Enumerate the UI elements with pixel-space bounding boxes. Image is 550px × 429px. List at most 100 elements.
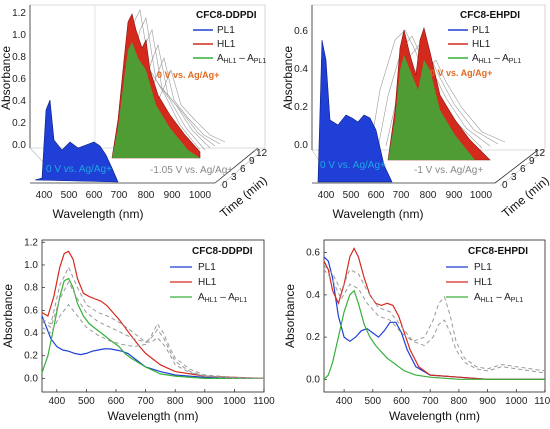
x-tick-label: 500 xyxy=(78,396,95,407)
legend-label-mid: – A xyxy=(218,292,236,303)
annotation-blue: 0 V vs. Ag/Ag+ xyxy=(320,160,386,171)
legend-label-sub: PL1 xyxy=(235,297,248,304)
legend-label: HL1 xyxy=(198,277,217,288)
time-tick: 6 xyxy=(520,164,526,175)
x-tick-label: 600 xyxy=(393,396,410,407)
y-ticks: 1.2 1.0 0.8 0.6 0.4 0.2 0.0 xyxy=(12,8,26,151)
legend-label: AHL1 – APL1 xyxy=(474,292,523,304)
x-tick: 1000 xyxy=(189,190,212,201)
plot-frame xyxy=(323,239,546,393)
x-tick: 700 xyxy=(393,190,410,201)
series-line-intermediate xyxy=(323,269,546,372)
y-tick-label: 0.4 xyxy=(306,290,320,301)
legend-label-sub: HL1 xyxy=(205,297,218,304)
x-tick-label: 700 xyxy=(422,396,439,407)
legend-label: PL1 xyxy=(474,262,492,273)
y-tick: 0.2 xyxy=(294,102,308,113)
y-tick: 1.2 xyxy=(12,8,26,19)
legend-label: HL1 xyxy=(472,39,491,50)
y-axis-label: Absorbance xyxy=(281,46,295,110)
time-ticks: 0 3 6 9 12 xyxy=(502,148,546,191)
time-tick: 3 xyxy=(231,172,237,183)
series-line-hl1 xyxy=(41,250,265,379)
difference-area xyxy=(388,55,475,160)
x-tick-label: 400 xyxy=(336,396,353,407)
y-tick: 0.8 xyxy=(12,52,26,63)
x-axis-label: Wavelength (nm) xyxy=(53,207,144,221)
legend-label-main: A xyxy=(198,292,205,303)
x-tick: 900 xyxy=(446,190,463,201)
x-tick: 400 xyxy=(36,190,53,201)
legend-label: PL1 xyxy=(472,25,490,36)
x-tick: 800 xyxy=(138,190,155,201)
series-line-pl1 xyxy=(323,256,545,380)
legend-label-main: A xyxy=(472,53,479,64)
legend-label-main: PL1 xyxy=(474,262,492,273)
time-axis-line xyxy=(214,147,259,184)
y-tick: 0.6 xyxy=(294,26,308,37)
legend-label-sub: PL1 xyxy=(511,297,524,304)
y-axis-label: Absorbance xyxy=(1,284,15,348)
series-line-hl1 xyxy=(323,247,545,380)
panel-title: CFC8-EHPDI xyxy=(460,10,520,21)
x-ticks: 400 500 600 700 800 900 1000 xyxy=(36,190,212,201)
x-tick: 600 xyxy=(368,190,385,201)
difference-area xyxy=(112,42,200,158)
legend-label: HL1 xyxy=(217,39,236,50)
x-tick-label: 900 xyxy=(196,396,213,407)
panel-3d-ddpdi: 1.2 1.0 0.8 0.6 0.4 0.2 0.0 400 500 600 … xyxy=(0,4,270,221)
series-line-intermediate xyxy=(41,280,265,379)
x-tick: 700 xyxy=(111,190,128,201)
y-tick-label: 0.0 xyxy=(306,374,320,385)
x-tick-label: 1000 xyxy=(223,396,246,407)
x-tick-label: 1000 xyxy=(505,396,528,407)
x-tick: 1000 xyxy=(470,190,493,201)
x-axis-label: Wavelength (nm) xyxy=(389,409,480,423)
x-tick: 500 xyxy=(343,190,360,201)
x-ticks: 400 500 600 700 800 900 1000 xyxy=(318,190,493,201)
y-ticks: 0.6 0.4 0.2 0.0 xyxy=(294,26,308,151)
annotation-red: -1 V vs. Ag/Ag+ xyxy=(414,165,483,176)
y-tick-label: 0.2 xyxy=(24,351,38,362)
x-tick-label: 1100 xyxy=(253,396,275,407)
right-floor-edge xyxy=(499,149,546,187)
time-tick: 3 xyxy=(511,172,517,183)
legend-label-sub: PL1 xyxy=(254,58,267,65)
y-tick-label: 0.2 xyxy=(306,332,320,343)
series-line-a-hl1-a-pl1 xyxy=(41,277,264,379)
x-tick: 400 xyxy=(318,190,335,201)
annotation-ox: 0 V vs. Ag/Ag+ xyxy=(430,68,492,78)
y-tick: 0.0 xyxy=(294,140,308,151)
series-line-intermediate xyxy=(41,266,264,379)
y-tick: 0.4 xyxy=(294,64,308,75)
x-axis-label: Wavelength (nm) xyxy=(108,409,199,423)
legend-label-main: PL1 xyxy=(472,25,490,36)
pl1-area xyxy=(34,99,119,183)
x-tick-label: 900 xyxy=(479,396,496,407)
time-tick: 12 xyxy=(256,148,268,159)
right-floor-edge xyxy=(219,147,266,187)
annotation-red: -1.05 V vs. Ag/Ag+ xyxy=(150,165,233,176)
x-tick-label: 500 xyxy=(364,396,381,407)
x-tick-label: 1100 xyxy=(534,396,550,407)
x-tick-label: 400 xyxy=(48,396,65,407)
time-tick: 9 xyxy=(529,156,535,167)
y-tick: 0.4 xyxy=(12,96,26,107)
legend-label: AHL1 – APL1 xyxy=(217,53,266,65)
legend-label-mid: – A xyxy=(492,53,510,64)
y-tick-label: 0.6 xyxy=(306,248,320,259)
y-tick-label: 1.2 xyxy=(24,237,38,248)
x-tick-label: 800 xyxy=(451,396,468,407)
series-line-pl1 xyxy=(41,315,264,379)
y-axis-label: Absorbance xyxy=(0,46,13,110)
x-tick: 600 xyxy=(86,190,103,201)
time-tick: 0 xyxy=(222,180,228,191)
x-tick: 800 xyxy=(420,190,437,201)
y-tick: 0.2 xyxy=(12,118,26,129)
annotation-blue: 0 V vs. Ag/Ag+ xyxy=(46,164,112,175)
legend-label-sub: HL1 xyxy=(481,297,494,304)
y-tick-label: 0.4 xyxy=(24,328,38,339)
time-tick: 12 xyxy=(534,148,546,159)
